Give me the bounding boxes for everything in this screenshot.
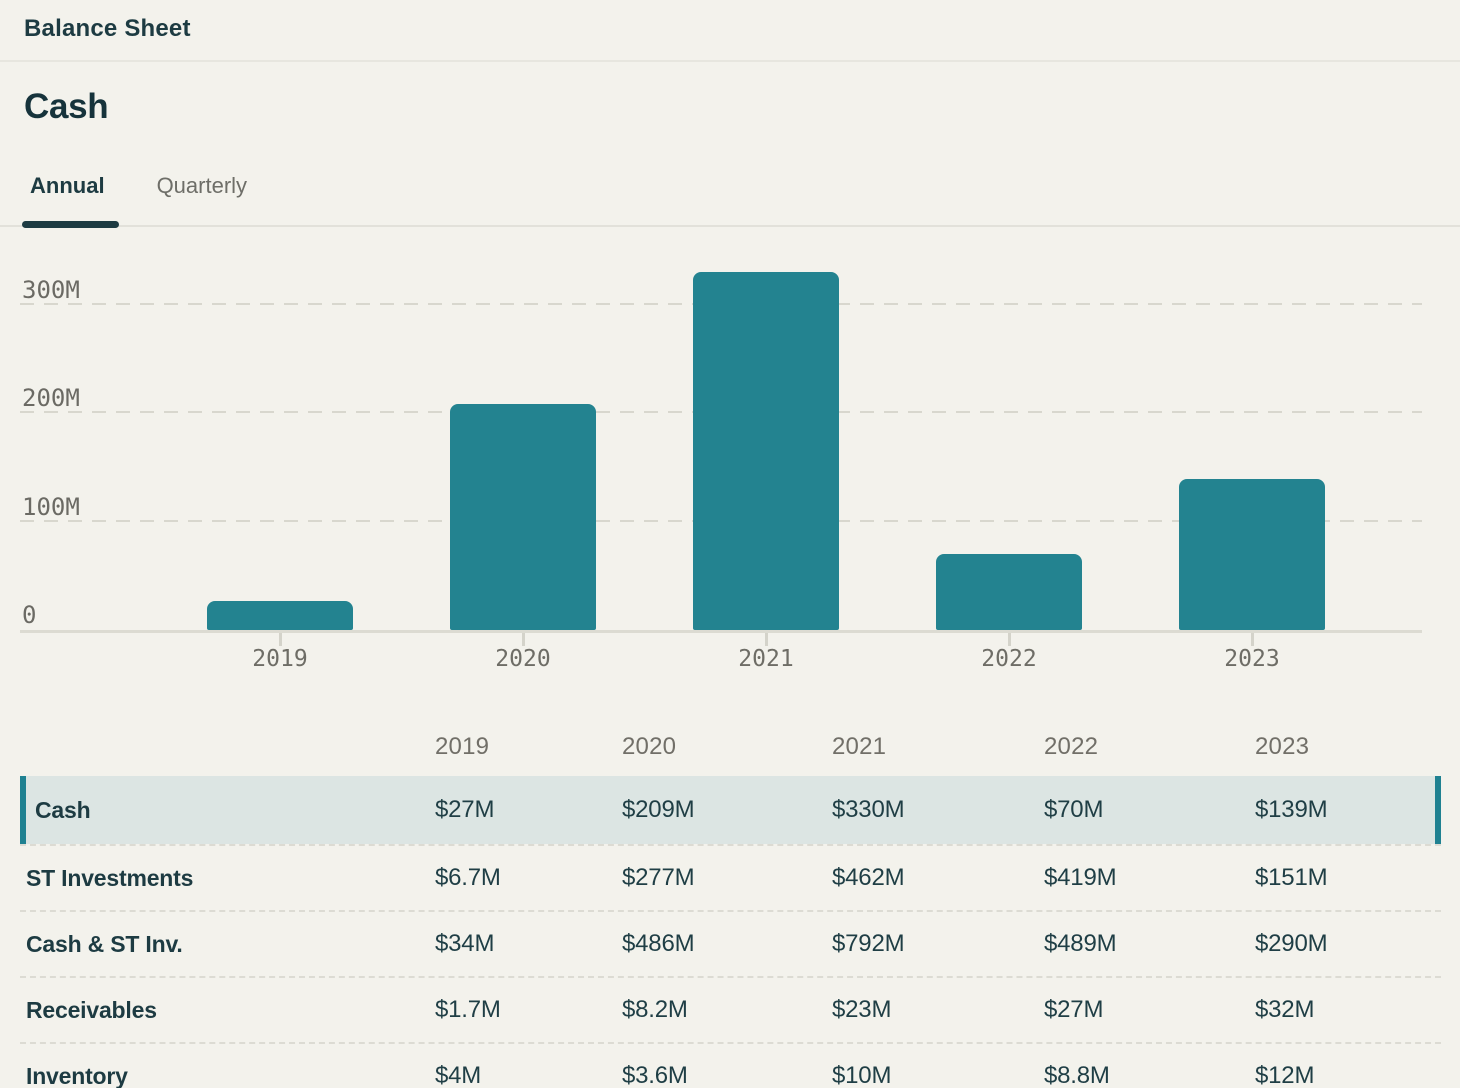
y-axis-label: 300M [22, 276, 80, 304]
active-tab-underline [22, 221, 119, 228]
column-header-2023: 2023 [1255, 733, 1310, 760]
cell-value: $70M [1044, 796, 1104, 823]
tab-annual[interactable]: Annual [30, 173, 105, 198]
cash-bar-chart: 0 100M 200M 300M 2019 2020 2021 2022 2023 [0, 232, 1460, 684]
cell-value: $10M [832, 1062, 892, 1088]
chart-plot: 0 100M 200M 300M [20, 232, 1422, 630]
table-row-cash[interactable]: Cash $27M $209M $330M $70M $139M [20, 776, 1441, 844]
cell-value: $4M [435, 1062, 482, 1088]
column-header-2020: 2020 [622, 733, 677, 760]
cell-value: $8.2M [622, 996, 688, 1023]
cell-value: $792M [832, 930, 905, 957]
cell-value: $23M [832, 996, 892, 1023]
cell-value: $139M [1255, 796, 1328, 823]
x-axis-tick [765, 633, 768, 646]
row-label: Inventory [26, 1062, 128, 1088]
row-label: Receivables [26, 996, 157, 1023]
row-label: ST Investments [26, 864, 194, 891]
cell-value: $1.7M [435, 996, 501, 1023]
cell-value: $32M [1255, 996, 1315, 1023]
bar-2020[interactable] [450, 404, 596, 630]
y-axis-label: 200M [22, 384, 80, 413]
y-axis-label: 0 [22, 601, 37, 629]
cell-value: $330M [832, 796, 905, 823]
x-axis-tick [1008, 633, 1011, 646]
x-axis-tick [522, 633, 525, 646]
x-axis-label: 2020 [495, 646, 551, 672]
tabs-divider-rule [0, 225, 1460, 227]
x-axis-label: 2021 [738, 646, 794, 672]
x-axis-tick [279, 633, 282, 646]
cell-value: $462M [832, 864, 905, 891]
x-axis-label: 2022 [981, 646, 1037, 672]
page-title: Balance Sheet [24, 15, 191, 42]
table-row-st-investments[interactable]: ST Investments $6.7M $277M $462M $419M $… [20, 844, 1441, 910]
column-header-2021: 2021 [832, 733, 887, 760]
period-tabs: Annual Quarterly [30, 172, 1460, 200]
tabs-divider [0, 221, 1460, 228]
bar-2019[interactable] [207, 601, 353, 630]
top-bar: Balance Sheet [0, 0, 1460, 62]
column-header-2019: 2019 [435, 733, 490, 760]
cell-value: $3.6M [622, 1062, 688, 1088]
chart-x-axis-line [20, 630, 1422, 633]
cell-value: $419M [1044, 864, 1117, 891]
cell-value: $486M [622, 930, 695, 957]
table-row-inventory[interactable]: Inventory $4M $3.6M $10M $8.8M $12M [20, 1042, 1441, 1088]
row-label: Cash & ST Inv. [26, 930, 183, 957]
table-row-cash-and-st-inv[interactable]: Cash & ST Inv. $34M $486M $792M $489M $2… [20, 910, 1441, 976]
x-axis-tick [1251, 633, 1254, 646]
cell-value: $12M [1255, 1062, 1315, 1088]
tab-quarterly[interactable]: Quarterly [156, 173, 248, 198]
table-row-receivables[interactable]: Receivables $1.7M $8.2M $23M $27M $32M [20, 976, 1441, 1042]
cell-value: $8.8M [1044, 1062, 1110, 1088]
cell-value: $277M [622, 864, 695, 891]
table-header-row: 2019 2020 2021 2022 2023 [20, 718, 1441, 776]
column-header-2022: 2022 [1044, 733, 1099, 760]
cell-value: $151M [1255, 864, 1328, 891]
row-label: Cash [35, 796, 91, 823]
cell-value: $27M [435, 796, 495, 823]
cell-value: $290M [1255, 930, 1328, 957]
x-axis-label: 2019 [252, 646, 308, 672]
x-axis-label: 2023 [1224, 646, 1280, 672]
bar-2023[interactable] [1179, 479, 1325, 630]
cell-value: $34M [435, 930, 495, 957]
balance-sheet-table: 2019 2020 2021 2022 2023 Cash $27M $209M… [0, 718, 1460, 1088]
cell-value: $6.7M [435, 864, 501, 891]
cell-value: $209M [622, 796, 695, 823]
y-axis-label: 100M [22, 492, 80, 521]
cell-value: $489M [1044, 930, 1117, 957]
bar-2021[interactable] [693, 272, 839, 630]
section-title: Cash [24, 87, 109, 126]
cell-value: $27M [1044, 996, 1104, 1023]
bar-2022[interactable] [936, 554, 1082, 630]
